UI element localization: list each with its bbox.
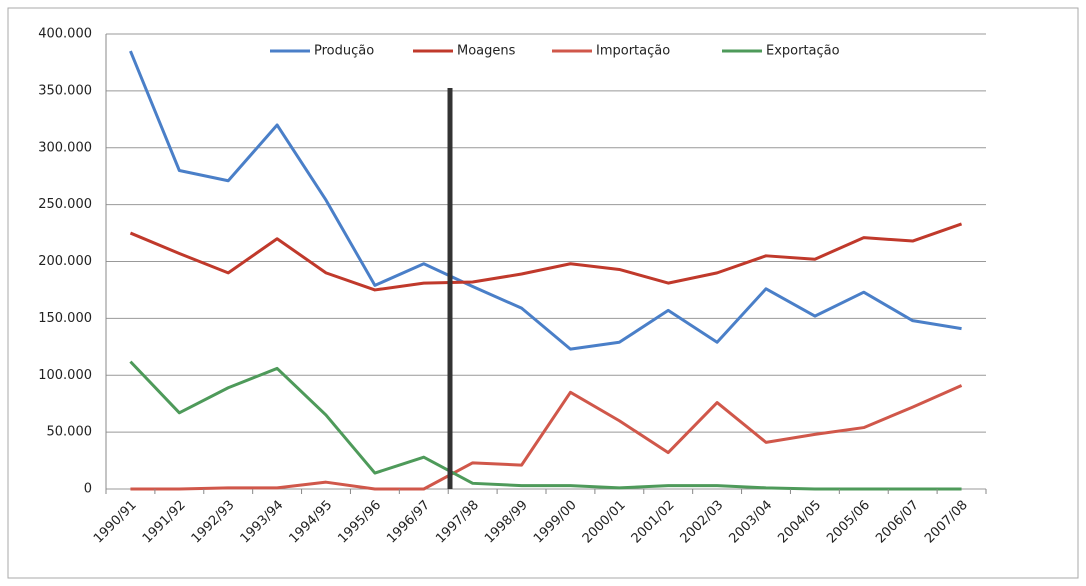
series-line: [129, 50, 962, 351]
y-tick-label: 300.000: [38, 140, 92, 155]
y-tick-label: 150.000: [38, 311, 92, 326]
y-tick-label: 200.000: [38, 254, 92, 269]
legend-label: Moagens: [457, 44, 516, 59]
legend-label: Exportação: [766, 44, 840, 59]
y-tick-label: 100.000: [38, 368, 92, 383]
y-tick-label: 50.000: [47, 425, 93, 440]
y-tick-label: 0: [84, 482, 92, 497]
series-line: [129, 222, 963, 292]
legend-label: Importação: [596, 44, 670, 59]
y-tick-label: 350.000: [38, 83, 92, 98]
series-line: [129, 360, 962, 491]
y-tick-label: 400.000: [38, 27, 92, 42]
legend-label: Produção: [314, 44, 374, 59]
series-line: [130, 384, 963, 491]
chart-frame: [7, 7, 1079, 579]
y-tick-label: 250.000: [38, 197, 92, 212]
